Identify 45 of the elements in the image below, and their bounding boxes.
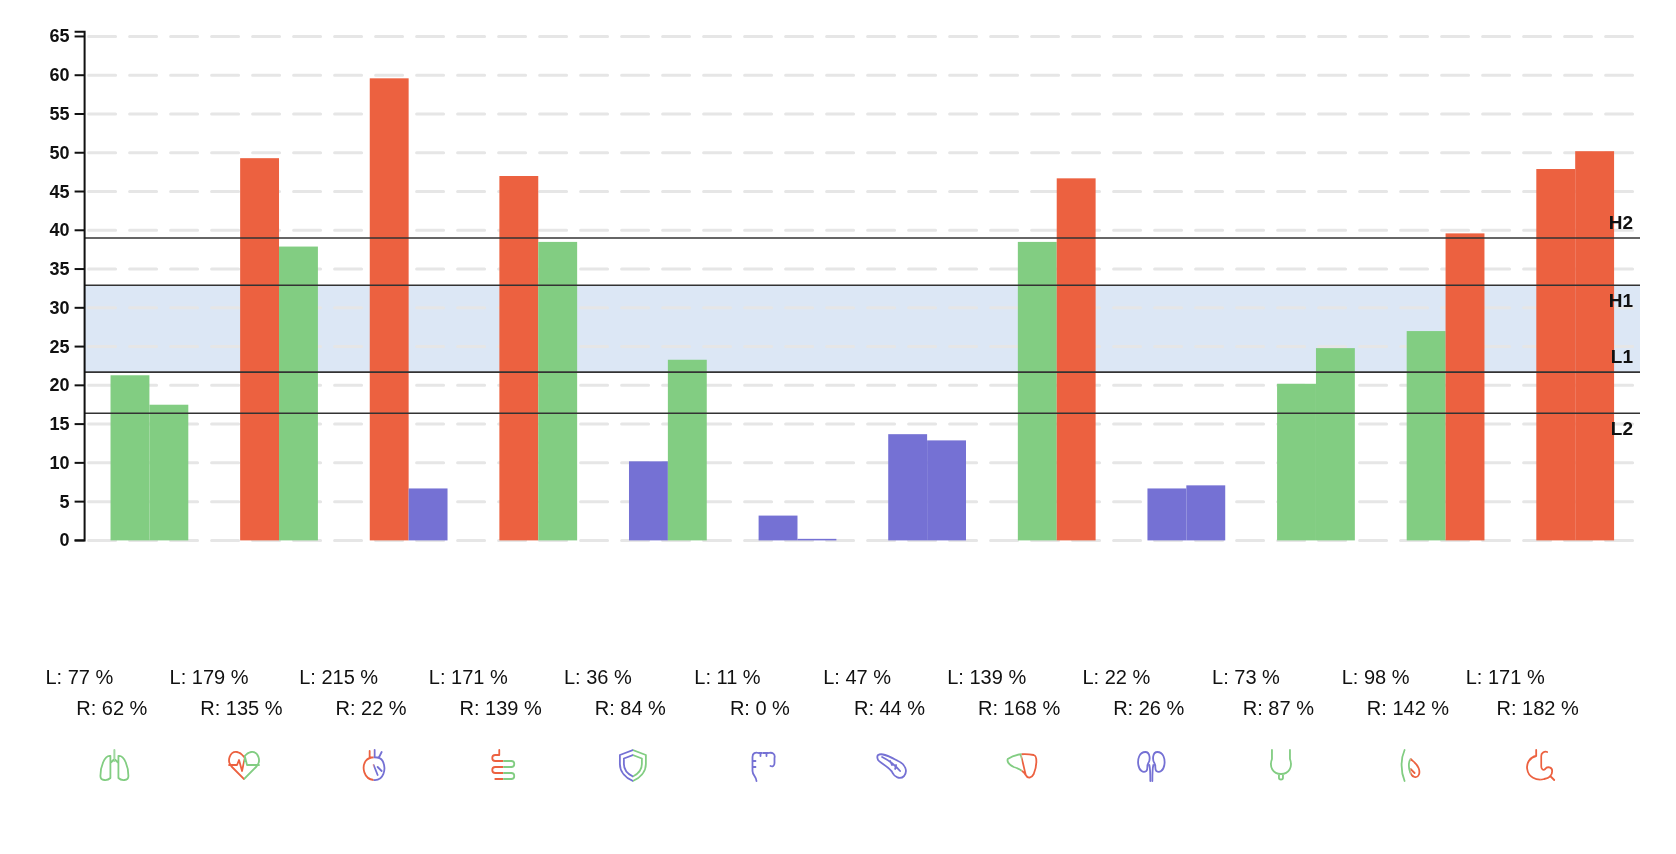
y-tick-label: 45 (49, 181, 70, 202)
y-tick-label: 35 (49, 259, 70, 280)
text: L: 36 % (563, 666, 633, 688)
bar (240, 158, 280, 541)
text: R: 87 % (1242, 697, 1315, 719)
text: R: 0 % (729, 697, 791, 719)
text: L: 139 % (947, 666, 1027, 688)
text: R: 135 % (200, 697, 283, 719)
text: R: 182 % (1496, 697, 1579, 719)
y-tick-label: 55 (49, 103, 70, 124)
text: L: 22 % (1082, 666, 1151, 688)
bar (499, 176, 539, 541)
bar (369, 78, 409, 541)
y-tick-label: 15 (49, 414, 70, 435)
text: L: 77 % (45, 666, 114, 688)
text: L: 11 % (694, 666, 761, 688)
text: R: 139 % (459, 697, 543, 719)
bar (628, 461, 668, 541)
text: L: 73 % (1212, 666, 1281, 688)
y-tick-label: 40 (49, 220, 70, 241)
bar (538, 241, 578, 541)
text: R: 62 % (76, 697, 148, 719)
text: L: 215 % (299, 666, 379, 688)
y-tick-label: 65 (49, 26, 70, 47)
text: L: 171 % (428, 666, 508, 688)
text: R: 44 % (853, 697, 926, 719)
text: R: 84 % (594, 697, 667, 719)
text: R: 22 % (335, 697, 407, 719)
y-tick-label: 25 (49, 336, 70, 357)
text: L: 47 % (823, 666, 892, 688)
y-tick-label: 5 (59, 491, 70, 512)
text: L: 98 % (1341, 666, 1410, 688)
text: R: 168 % (978, 697, 1061, 719)
y-tick-label: 20 (49, 375, 70, 396)
y-tick-label: 0 (59, 530, 70, 551)
bar (279, 246, 318, 541)
y-tick-label: 50 (49, 142, 70, 163)
text: R: 26 % (1113, 697, 1185, 719)
y-tick-label: 30 (49, 297, 70, 318)
y-tick-label: 60 (49, 65, 70, 86)
text: L: 179 % (169, 666, 249, 688)
text: L: 171 % (1465, 666, 1545, 688)
y-tick-label: 10 (49, 452, 70, 473)
text: R: 142 % (1366, 697, 1450, 719)
bar (667, 359, 707, 541)
